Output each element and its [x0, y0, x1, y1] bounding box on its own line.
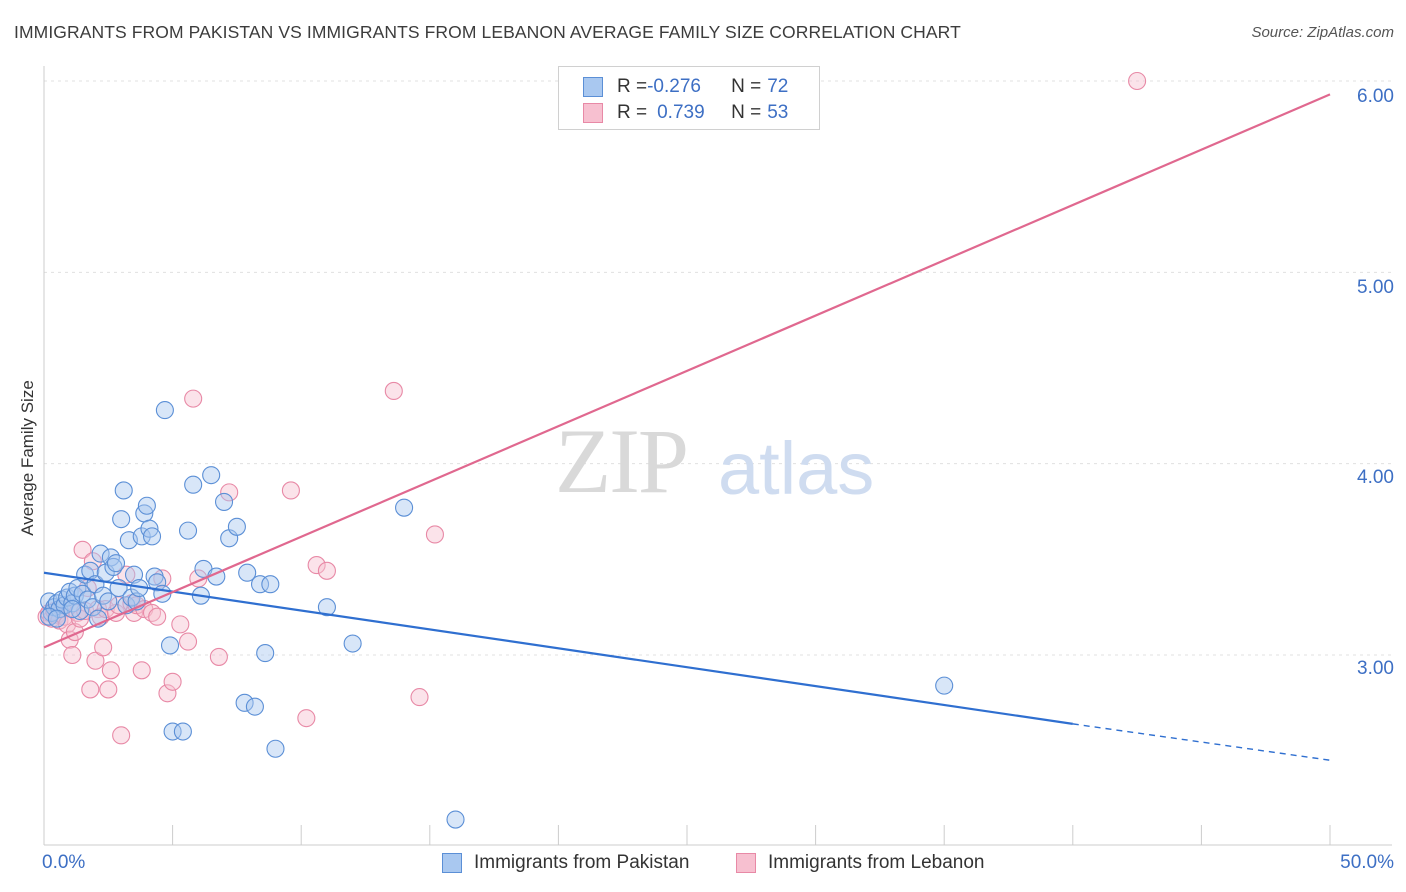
pakistan-point — [124, 565, 144, 584]
trend-lines — [43, 93, 1331, 761]
pakistan-point — [214, 492, 234, 511]
pakistan-point — [112, 510, 131, 529]
lebanon-point — [384, 381, 403, 401]
pakistan-point — [256, 644, 275, 663]
pakistan-point — [343, 634, 362, 653]
lebanon-point — [297, 709, 316, 728]
lebanon-point — [281, 481, 300, 500]
pakistan-point — [63, 600, 82, 619]
source-label: Source: ZipAtlas.com — [1251, 24, 1394, 41]
pakistan-point — [250, 575, 270, 594]
pakistan-point — [245, 697, 264, 716]
pakistan-point — [184, 475, 203, 494]
pakistan-point — [173, 722, 192, 741]
bottom-legend-label-lebanon: Immigrants from Lebanon — [768, 852, 985, 873]
lebanon-point — [63, 645, 82, 665]
legend: R = -0.276 N = 72 R = 0.739 N = 53 — [558, 66, 820, 130]
pakistan-trend-extension — [1072, 723, 1331, 761]
bottom-legend-swatch-pakistan — [442, 853, 462, 873]
pakistan-point — [395, 498, 414, 517]
pakistan-point — [106, 554, 126, 573]
bottom-legend-pakistan: Immigrants from Pakistan — [442, 852, 689, 874]
pakistan-point — [317, 598, 336, 617]
lebanon-point — [81, 680, 100, 699]
pakistan-point — [160, 636, 180, 655]
lebanon-point — [99, 680, 118, 699]
lebanon-point — [73, 540, 92, 559]
lebanon-point — [307, 556, 326, 575]
pakistan-point — [73, 584, 92, 603]
lebanon-point — [317, 561, 336, 580]
lebanon-point — [101, 661, 120, 680]
lebanon-trend-line — [43, 93, 1331, 649]
legend-row-lebanon: R = 0.739 N = 53 — [583, 101, 788, 125]
bottom-legend-swatch-lebanon — [736, 853, 756, 873]
pakistan-point — [99, 592, 118, 611]
x-tick-label: 50.0% — [1340, 852, 1394, 873]
lebanon-point — [178, 632, 198, 651]
bottom-legend-lebanon: Immigrants from Lebanon — [736, 852, 985, 874]
pakistan-point — [94, 586, 113, 605]
legend-swatch-pakistan — [583, 77, 603, 97]
legend-r-value: 0.739 — [657, 102, 705, 123]
lebanon-point — [94, 638, 113, 657]
pakistan-point — [91, 544, 110, 563]
pakistan-point — [227, 517, 246, 536]
pakistan-point — [68, 578, 87, 598]
legend-r-label: R = — [617, 76, 648, 97]
pakistan-point — [178, 521, 198, 540]
chart-title: IMMIGRANTS FROM PAKISTAN VS IMMIGRANTS F… — [14, 22, 961, 42]
y-tick-label: 6.00 — [1357, 86, 1394, 107]
pakistan-point — [142, 527, 162, 546]
legend-r-label: R = — [617, 102, 648, 123]
pakistan-point — [40, 607, 59, 626]
lebanon-point — [1128, 71, 1147, 91]
pakistan-point — [446, 810, 465, 829]
pakistan-point — [114, 481, 133, 500]
y-tick-label: 3.00 — [1357, 658, 1394, 679]
pakistan-point — [47, 609, 66, 628]
pakistan-point — [202, 466, 221, 485]
legend-r-value: -0.276 — [647, 76, 701, 97]
lebanon-point — [410, 688, 429, 707]
lebanon-point — [425, 525, 444, 544]
watermark-atlas: atlas — [718, 427, 875, 510]
pakistan-point — [155, 401, 174, 420]
pakistan-point — [132, 527, 151, 546]
lebanon-point — [132, 661, 151, 680]
y-tick-label: 5.00 — [1357, 277, 1394, 298]
pakistan-point — [137, 496, 156, 515]
watermark-zip: ZIP — [555, 410, 689, 512]
pakistan-point — [266, 739, 285, 758]
pakistan-trend-line — [43, 571, 1073, 725]
legend-n-label: N = — [731, 102, 762, 123]
lebanon-point — [158, 684, 177, 703]
legend-n-label: N = — [731, 76, 762, 97]
pakistan-point — [935, 676, 954, 695]
lebanon-point — [184, 389, 203, 408]
y-axis-label: Average Family Size — [18, 380, 37, 536]
y-tick-label: 4.00 — [1357, 467, 1394, 488]
legend-n-value: 53 — [767, 102, 789, 123]
legend-row-pakistan: R = -0.276 N = 72 — [583, 75, 788, 99]
pakistan-point — [238, 563, 257, 582]
x-tick-label: 0.0% — [42, 852, 86, 873]
lebanon-point — [209, 647, 228, 666]
pakistan-point — [163, 722, 182, 741]
pakistan-point — [261, 575, 280, 594]
lebanon-point — [220, 483, 239, 502]
bottom-legend-label-pakistan: Immigrants from Pakistan — [474, 852, 690, 873]
lebanon-point — [112, 726, 131, 745]
lebanon-point — [148, 607, 167, 626]
lebanon-point — [163, 672, 182, 691]
pakistan-point — [148, 573, 167, 592]
legend-swatch-lebanon — [583, 103, 603, 123]
legend-n-value: 72 — [767, 76, 789, 97]
lebanon-point — [171, 615, 190, 634]
pakistan-points — [40, 401, 954, 829]
lebanon-point — [86, 651, 105, 670]
pakistan-point — [235, 693, 254, 712]
axes — [43, 66, 1392, 846]
